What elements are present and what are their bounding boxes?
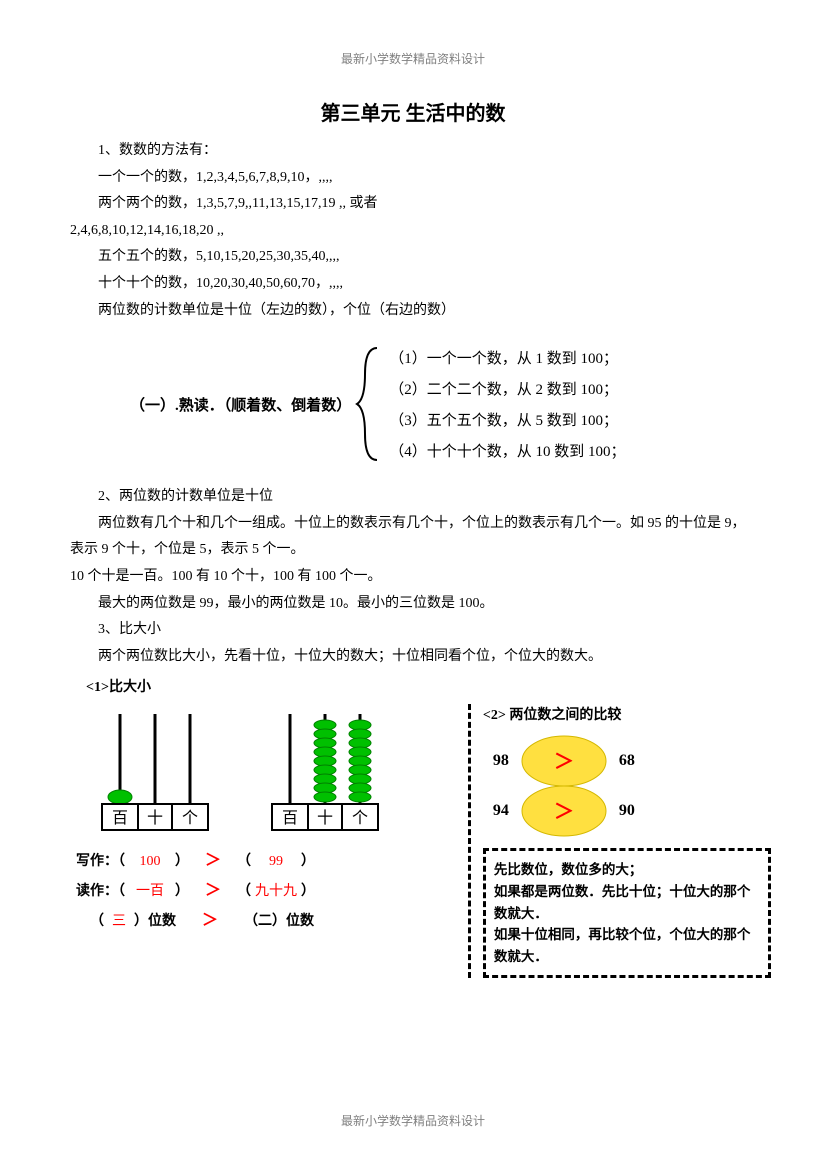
para-1e: 十个十个的数，10,20,30,40,50,60,70，,,,, <box>70 271 756 298</box>
bracket-item-2: （2）二个二个数，从 2 数到 100； <box>389 378 625 399</box>
comp1-left: 98 <box>483 752 519 770</box>
yellow-compare-1: 98 ＞ 68 <box>483 734 771 788</box>
para-1d: 五个五个的数，5,10,15,20,25,30,35,40,,,, <box>70 244 756 271</box>
gt-3: ＞ <box>202 906 218 930</box>
right-compare-panel: <2> 两位数之间的比较 98 ＞ 68 94 ＞ 90 先比数位，数位多的大；… <box>468 704 771 978</box>
para-1f: 两位数的计数单位是十位（左边的数），个位（右边的数） <box>70 298 756 325</box>
compare-h2: <2> 两位数之间的比较 <box>483 704 771 724</box>
gt-1: ＞ <box>205 846 221 870</box>
write-val-1: 100 <box>125 854 175 870</box>
read-row: 读作：（ 一百 ） ＞ （ 九十九 ） <box>76 876 468 900</box>
read-label: 读作：（ <box>76 880 125 900</box>
svg-text:＞: ＞ <box>554 801 574 823</box>
digit-val-1: 三 <box>104 910 134 930</box>
write-val-2: 99 <box>251 854 301 870</box>
abacus-row: 百 十 个 <box>90 704 468 834</box>
digit-mid-2: 位数 <box>286 910 314 930</box>
abacus-2: 百 十 个 <box>260 704 390 834</box>
digit-mid-1: ）位数 <box>134 910 176 930</box>
read-val-2: 九十九 <box>251 880 301 900</box>
unit-title: 第三单元 生活中的数 <box>70 97 756 126</box>
page-header: 最新小学数学精品资料设计 <box>70 50 756 67</box>
gt-2: ＞ <box>205 876 221 900</box>
svg-text:百: 百 <box>282 810 298 827</box>
close-paren-2: ） <box>301 850 315 870</box>
svg-text:＞: ＞ <box>554 751 574 773</box>
abacus-1: 百 十 个 <box>90 704 220 834</box>
digit-paren-1: （ <box>90 910 104 930</box>
para-2c: 最大的两位数是 99，最小的两位数是 10。最小的三位数是 100。 <box>70 591 756 618</box>
svg-text:十: 十 <box>317 809 333 827</box>
rule-box: 先比数位，数位多的大； 如果都是两位数．先比十位；十位大的那个数就大． 如果十位… <box>483 848 771 978</box>
bracket-item-3: （3）五个五个数，从 5 数到 100； <box>389 409 625 430</box>
curly-bracket-icon <box>355 344 381 464</box>
body-text-2: 2、两位数的计数单位是十位 两位数有几个十和几个一组成。十位上的数表示有几个十，… <box>70 484 756 670</box>
para-2a: 两位数有几个十和几个一组成。十位上的数表示有几个十，个位上的数表示有几个一。如 … <box>70 511 756 564</box>
para-1a: 一个一个的数，1,2,3,4,5,6,7,8,9,10，,,,, <box>70 165 756 192</box>
rule-line-1: 先比数位，数位多的大； <box>494 859 760 881</box>
comp2-left: 94 <box>483 802 519 820</box>
svg-text:个: 个 <box>352 809 368 827</box>
page-footer: 最新小学数学精品资料设计 <box>0 1112 826 1129</box>
para-1: 1、数数的方法有： <box>70 138 756 165</box>
rule-line-2: 如果都是两位数．先比十位；十位大的那个数就大． <box>494 881 760 924</box>
para-2: 2、两位数的计数单位是十位 <box>70 484 756 511</box>
digit-row: （ 三 ）位数 ＞ （二） 位数 <box>76 906 468 930</box>
para-1c: 2,4,6,8,10,12,14,16,18,20 ,, <box>70 218 756 245</box>
bracket-item-1: （1）一个一个数，从 1 数到 100； <box>389 347 625 368</box>
write-row: 写作：（ 100 ） ＞ （ 99 ） <box>76 846 468 870</box>
bracket-items: （1）一个一个数，从 1 数到 100； （2）二个二个数，从 2 数到 100… <box>389 347 625 461</box>
comp1-right: 68 <box>609 752 645 770</box>
bracket-item-4: （4）十个十个数，从 10 数到 100； <box>389 440 625 461</box>
comp2-right: 90 <box>609 802 645 820</box>
para-1b: 两个两个的数，1,3,5,7,9,,11,13,15,17,19 ,, 或者 <box>70 191 756 218</box>
bracket-section: （一）.熟读．（顺着数、倒着数） （1）一个一个数，从 1 数到 100； （2… <box>130 344 756 464</box>
left-compare-panel: 百 十 个 <box>70 704 468 978</box>
read-val-1: 一百 <box>125 880 175 900</box>
body-text: 1、数数的方法有： 一个一个的数，1,2,3,4,5,6,7,8,9,10，,,… <box>70 138 756 324</box>
compare-section: 百 十 个 <box>70 704 756 978</box>
rule-line-3: 如果十位相同，再比较个位，个位大的那个数就大． <box>494 924 760 967</box>
yellow-compare-2: 94 ＞ 90 <box>483 784 771 838</box>
abacus-label-ge: 个 <box>182 809 198 827</box>
para-3: 3、比大小 <box>70 617 756 644</box>
write-label: 写作：（ <box>76 850 125 870</box>
digit-val-2: （二） <box>244 910 286 930</box>
abacus-label-shi: 十 <box>147 809 163 827</box>
yellow-ellipse-2: ＞ <box>519 784 609 838</box>
abacus-label-bai: 百 <box>112 810 128 827</box>
compare-h1: <1>比大小 <box>86 676 756 696</box>
yellow-ellipse-1: ＞ <box>519 734 609 788</box>
para-3a: 两个两位数比大小，先看十位，十位大的数大；十位相同看个位，个位大的数大。 <box>70 644 756 671</box>
para-2b: 10 个十是一百。100 有 10 个十，100 有 100 个一。 <box>70 564 756 591</box>
close-paren-1: ） <box>175 850 189 870</box>
bracket-label: （一）.熟读．（顺着数、倒着数） <box>130 394 351 415</box>
